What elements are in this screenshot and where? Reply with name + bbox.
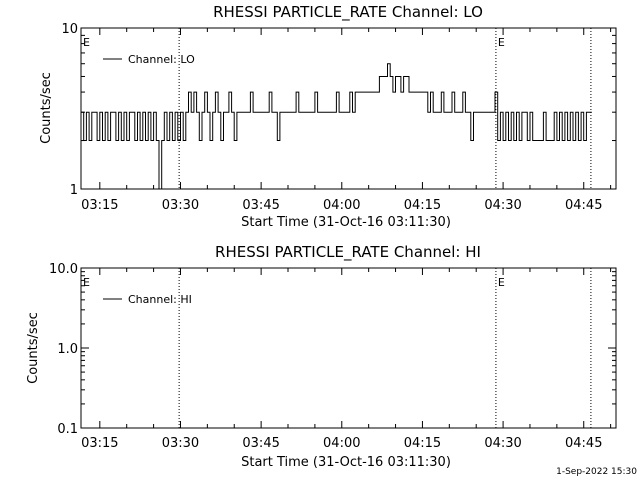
- x-tick-label: 04:30: [484, 198, 521, 213]
- event-lines-lo: E: [178, 28, 592, 189]
- y-axis-label-lo: Counts/sec: [39, 72, 54, 144]
- event-lines-hi: E: [178, 268, 592, 428]
- x-tick-label: 03:30: [162, 198, 199, 213]
- y-tick-label: 10.0: [49, 262, 78, 277]
- footer-timestamp: 1-Sep-2022 15:30: [556, 467, 637, 477]
- y-axis-label-hi: Counts/sec: [26, 312, 41, 384]
- legend-label-hi: Channel: HI: [128, 293, 192, 306]
- event-line-label: E: [498, 276, 505, 289]
- x-tick-label: 04:15: [404, 198, 441, 213]
- series-lo: [81, 63, 592, 190]
- x-tick-label: 03:45: [242, 198, 279, 213]
- y-tick-label: 1: [70, 183, 78, 198]
- panel-hi: RHESSI PARTICLE_RATE Channel: HI 03:15 03…: [26, 243, 617, 470]
- series-line: [81, 63, 592, 190]
- ticks-lo: 03:15 03:30 03:45 04:00 04:15 04:30 04:45 1 10: [61, 22, 616, 213]
- chart-title-lo: RHESSI PARTICLE_RATE Channel: LO: [213, 3, 483, 22]
- y-tick-label: 10: [61, 22, 78, 37]
- x-axis-label-lo: Start Time (31-Oct-16 03:11:30): [241, 215, 451, 230]
- legend-label-lo: Channel: LO: [128, 53, 195, 66]
- event-line-label: E: [498, 36, 505, 49]
- x-tick-label: 04:00: [323, 436, 360, 451]
- x-tick-label: 04:00: [323, 198, 360, 213]
- x-tick-label: 03:15: [81, 198, 118, 213]
- x-tick-label: 04:15: [404, 436, 441, 451]
- y-tick-label: 1.0: [57, 342, 78, 357]
- x-tick-label: 04:30: [484, 436, 521, 451]
- chart-title-hi: RHESSI PARTICLE_RATE Channel: HI: [215, 243, 481, 262]
- plot-frame-hi: [80, 267, 617, 429]
- ticks-hi: 03:15 03:30 03:45 04:00 04:15 04:30 04:45 0.1 1.…: [49, 262, 616, 451]
- corner-mark-lo: E: [83, 36, 90, 49]
- x-axis-label-hi: Start Time (31-Oct-16 03:11:30): [241, 455, 451, 470]
- x-tick-label: 03:30: [162, 436, 199, 451]
- x-tick-label: 03:15: [81, 436, 118, 451]
- plot-frame-lo: [80, 27, 617, 190]
- x-tick-label: 03:45: [242, 436, 279, 451]
- x-tick-label: 04:45: [565, 198, 602, 213]
- x-tick-label: 04:45: [565, 436, 602, 451]
- legend-hi: Channel: HI: [103, 293, 192, 306]
- legend-lo: Channel: LO: [103, 53, 195, 66]
- corner-mark-hi: E: [83, 276, 90, 289]
- panel-lo: RHESSI PARTICLE_RATE Channel: LO 03:15 03…: [39, 3, 617, 230]
- y-tick-label: 0.1: [57, 422, 78, 437]
